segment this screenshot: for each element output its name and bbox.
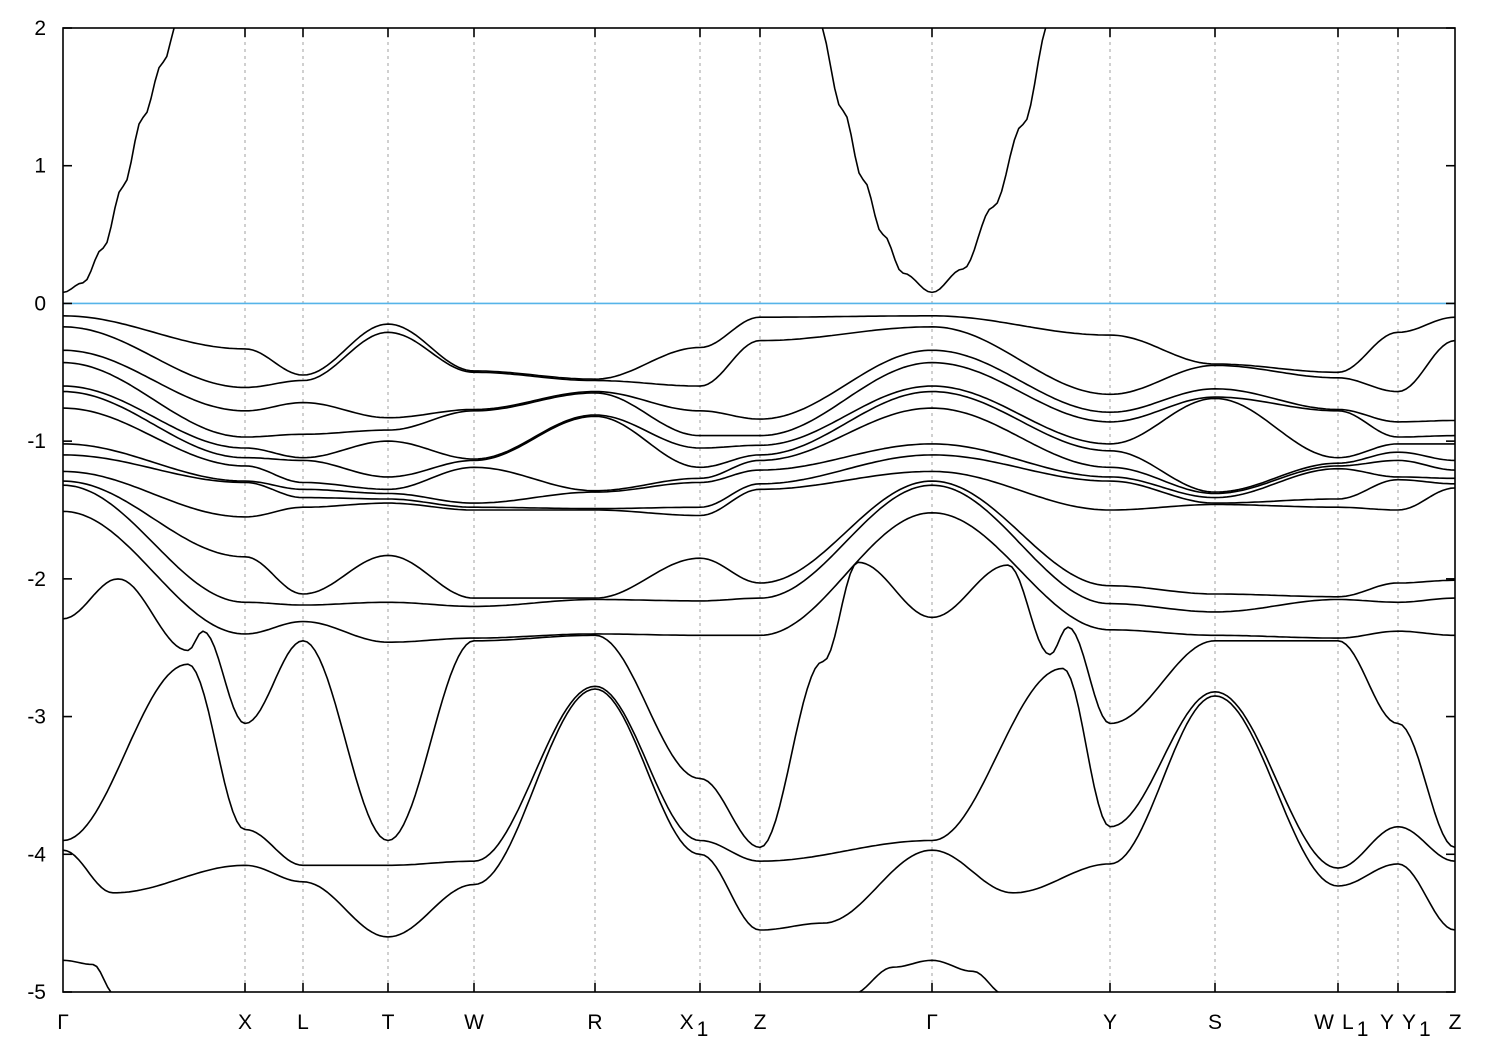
band-line (63, 407, 1455, 495)
x-tick-label-text: Y (1103, 1011, 1117, 1034)
x-tick-label: W (464, 1011, 484, 1034)
x-tick-label-text: Γ (926, 1011, 938, 1034)
y-tick-label: 2 (34, 17, 46, 40)
x-tick-label: W (1314, 1011, 1334, 1034)
x-tick-label: R (587, 1011, 602, 1034)
plot-frame (62, 27, 1456, 993)
y-tick-label: -1 (27, 430, 46, 453)
band-line (63, 349, 1455, 423)
y-tick-label: -2 (27, 568, 46, 591)
x-tick-label: T (382, 1011, 395, 1034)
x-tick-label: X (238, 1011, 252, 1034)
band-line (63, 390, 1455, 493)
band-line (63, 470, 1455, 518)
band-segment (857, 959, 1000, 992)
x-tick-label: Y (1103, 1011, 1117, 1034)
y-tick-label: -4 (27, 843, 46, 866)
band-line (63, 561, 1455, 849)
x-tick-label: Y (1380, 1011, 1394, 1034)
bands (63, 28, 1455, 992)
band-line (63, 454, 1455, 510)
x-tick-label: Z (754, 1011, 767, 1034)
x-tick-label-subscript: 1 (697, 1018, 709, 1041)
x-tick-label-text: X (680, 1011, 694, 1034)
band-line (63, 663, 1455, 869)
band-segment (821, 28, 1047, 294)
band-line (63, 484, 1455, 613)
y-tick-label: 0 (34, 292, 46, 315)
x-tick-label-text: X (238, 1011, 252, 1034)
x-tick-label-text: L (1342, 1011, 1354, 1034)
x-tick-label-text: W (464, 1011, 484, 1034)
band-line (63, 688, 1455, 938)
x-tick-label-text: Z (754, 1011, 767, 1034)
band-segment (63, 959, 112, 992)
x-tick-label: S (1208, 1011, 1222, 1034)
band-line (63, 510, 1455, 643)
band-line (63, 385, 1455, 460)
y-tick-label: -3 (27, 706, 46, 729)
x-tick-label: Z (1449, 1011, 1462, 1034)
band-line (63, 443, 1455, 504)
band-line (63, 361, 1455, 438)
band-line (63, 326, 1455, 396)
x-tick-label-text: Y (1402, 1011, 1416, 1034)
x-tick-label-text: W (1314, 1011, 1334, 1034)
x-tick-label-text: L (297, 1011, 309, 1034)
band-segment (63, 28, 175, 294)
x-tick-label: L (297, 1011, 309, 1034)
x-tick-label-subscript: 1 (1419, 1018, 1431, 1041)
x-tick-label-subscript: 1 (1357, 1018, 1369, 1041)
x-tick-label-text: R (587, 1011, 602, 1034)
y-axis-ticks: -5 -4 -3 -2 -1 0 1 2 (27, 17, 1455, 1004)
band-line (63, 315, 1455, 380)
axes (62, 27, 1456, 993)
x-tick-label-text: T (382, 1011, 395, 1034)
x-tick-label-text: S (1208, 1011, 1222, 1034)
vertical-grid (244, 28, 1399, 992)
y-tick-label: -5 (27, 981, 46, 1004)
x-tick-label-text: Z (1449, 1011, 1462, 1034)
x-tick-label-text: Y (1380, 1011, 1394, 1034)
y-tick-label: 1 (34, 155, 46, 178)
x-tick-label: Γ (57, 1011, 69, 1034)
x-tick-label-text: Γ (57, 1011, 69, 1034)
band-line (63, 480, 1455, 599)
x-tick-label: Γ (926, 1011, 938, 1034)
